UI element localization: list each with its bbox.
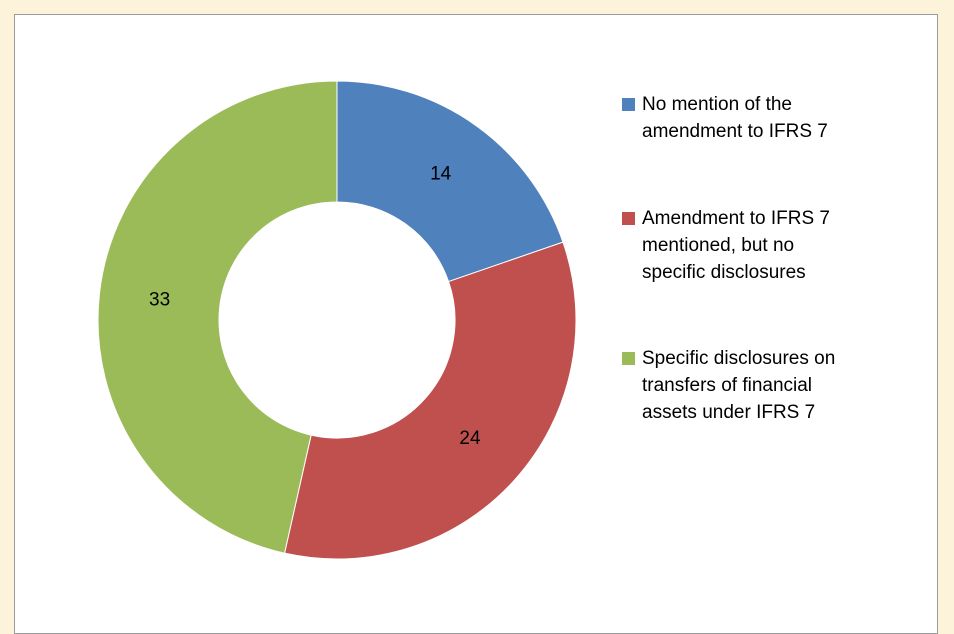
legend-swatch-mentioned [622,212,635,225]
slice-no-mention [336,80,564,283]
chart-frame: 14 24 33 No mention of the amendment to IF… [14,14,938,634]
legend-item-specific-disclosures: Specific disclosures on transfers of fin… [622,345,892,426]
legend-swatch-no-mention [622,98,635,111]
slices-group [97,80,577,560]
legend-line: specific disclosures [642,262,806,283]
legend-line: Specific disclosures on [642,348,836,369]
slice-mentioned-no-disclosures-label: 24 [459,428,481,449]
legend-line: Amendment to IFRS 7 [642,208,830,229]
slice-no-mention-label: 14 [430,164,452,185]
legend-line: transfers of financial [642,375,813,396]
slice-mentioned-no-disclosures [283,241,577,560]
legend-line: assets under IFRS 7 [642,402,816,423]
legend-label-specific: Specific disclosures on transfers of fin… [642,345,892,426]
legend-line: mentioned, but no [642,235,795,256]
slice-specific-disclosures-label: 33 [149,289,170,310]
legend-item-mentioned-no-disclosures: Amendment to IFRS 7 mentioned, but no sp… [622,205,892,286]
legend-swatch-specific [622,352,635,365]
legend-item-no-mention: No mention of the amendment to IFRS 7 [622,91,892,145]
labels-group: 14 24 33 [149,164,481,449]
legend-label-mentioned: Amendment to IFRS 7 mentioned, but no sp… [642,205,892,286]
slice-specific-disclosures [97,80,338,554]
legend-line: amendment to IFRS 7 [642,121,828,142]
legend-label-no-mention: No mention of the amendment to IFRS 7 [642,91,892,145]
donut-chart: 14 24 33 [97,80,577,560]
legend-line: No mention of the [642,94,792,115]
